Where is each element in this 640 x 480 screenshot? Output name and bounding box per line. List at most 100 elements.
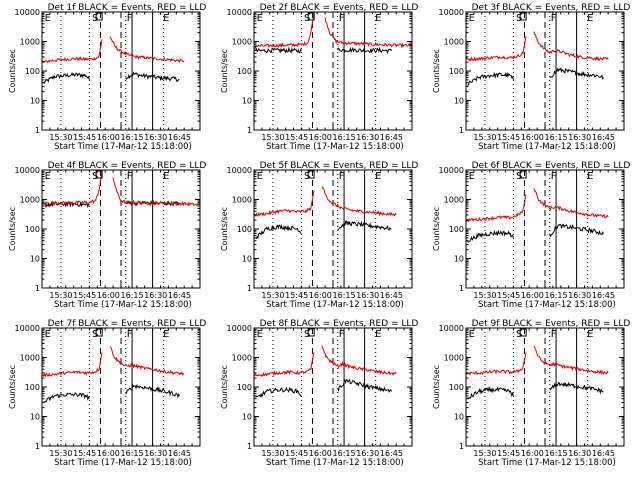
region-label-e: E [257,171,263,182]
y-tick-label: 1000 [444,354,464,363]
lld-series-line [254,12,315,49]
plot-title: Det 1f BLACK = Events, RED = LLD [48,3,207,13]
y-tick-label: 100 [237,225,252,234]
y-tick-label: 100 [449,225,464,234]
region-marker-box [95,170,103,179]
y-tick-label: 1 [459,284,464,293]
lld-series-line [109,36,185,64]
events-series-line [467,71,514,86]
region-label-f: F [551,13,557,24]
y-tick-label: 1000 [232,196,252,205]
x-tick-label: 15:30 [473,133,496,142]
events-series-line [43,392,90,403]
events-series-line [549,381,604,395]
x-tick-label: 16:00 [521,133,544,142]
y-tick-label: 1 [247,284,252,293]
lld-series-line [466,36,527,62]
y-tick-label: 1000 [444,196,464,205]
x-tick-label: 15:30 [49,449,72,458]
y-tick-label: 100 [237,67,252,76]
region-label-e: E [375,329,381,340]
lld-series-line [42,170,103,207]
region-label-f: F [127,13,133,24]
y-tick-label: 10 [30,413,40,422]
x-tick-label: 16:15 [333,133,356,142]
x-tick-label: 15:30 [261,291,284,300]
region-label-e: E [469,329,475,340]
x-tick-label: 16:30 [144,291,167,300]
y-tick-label: 100 [25,383,40,392]
x-tick-label: 15:45 [497,449,520,458]
y-tick-label: 100 [449,67,464,76]
x-tick-label: 16:45 [168,449,191,458]
lld-series-line [324,17,412,49]
x-tick-label: 15:45 [285,449,308,458]
plot-title: Det 3f BLACK = Events, RED = LLD [472,3,631,13]
x-tick-label: 16:30 [144,133,167,142]
y-tick-label: 100 [237,383,252,392]
y-tick-label: 10 [454,97,464,106]
x-tick-label: 16:00 [521,449,544,458]
region-label-e: E [257,329,263,340]
x-tick-label: 15:45 [285,291,308,300]
y-tick-label: 10 [30,255,40,264]
events-series-line [467,229,514,243]
y-tick-label: 10000 [439,166,464,175]
y-tick-label: 100 [25,67,40,76]
events-series-line [255,46,302,54]
y-tick-label: 10 [242,97,252,106]
events-series-line [337,378,392,393]
x-tick-label: 16:15 [545,291,568,300]
region-marker-box [95,328,103,337]
y-axis-label: Counts/sec [8,49,17,93]
y-tick-label: 10 [242,413,252,422]
x-axis-label: Start Time (17-Mar-12 15:18:00) [54,458,192,468]
x-axis-label: Start Time (17-Mar-12 15:18:00) [266,300,404,310]
x-axis-label: Start Time (17-Mar-12 15:18:00) [478,142,616,152]
plot-title: Det 6f BLACK = Events, RED = LLD [472,161,631,171]
y-tick-label: 10 [30,97,40,106]
x-tick-label: 16:30 [356,449,379,458]
events-series-line [125,71,180,83]
x-tick-label: 15:30 [49,133,72,142]
region-label-s: S [92,171,98,182]
events-series-line [549,67,604,80]
x-tick-label: 16:45 [380,133,403,142]
x-tick-label: 15:45 [73,133,96,142]
y-tick-label: 10000 [439,324,464,333]
region-label-e: E [587,329,593,340]
y-tick-label: 1 [247,126,252,135]
region-label-e: E [163,13,169,24]
x-tick-label: 15:45 [73,291,96,300]
plot-title: Det 2f BLACK = Events, RED = LLD [260,3,419,13]
y-tick-label: 10 [454,413,464,422]
region-marker-box [307,328,315,337]
plot-title: Det 9f BLACK = Events, RED = LLD [472,319,631,329]
x-tick-label: 16:00 [309,291,332,300]
x-tick-label: 16:30 [356,133,379,142]
x-tick-label: 15:45 [73,449,96,458]
lld-series-line [321,345,397,377]
y-tick-label: 1000 [232,38,252,47]
x-tick-label: 16:45 [380,291,403,300]
x-axis-label: Start Time (17-Mar-12 15:18:00) [478,458,616,468]
region-label-s: S [304,13,310,24]
region-label-s: S [92,329,98,340]
plot-title: Det 7f BLACK = Events, RED = LLD [48,319,207,329]
y-tick-label: 1 [35,126,40,135]
lld-series-line [254,352,315,377]
y-tick-label: 1 [35,442,40,451]
lld-series-line [42,352,103,378]
x-axis-label: Start Time (17-Mar-12 15:18:00) [266,458,404,468]
y-tick-label: 10000 [439,8,464,17]
x-axis-label: Start Time (17-Mar-12 15:18:00) [54,300,192,310]
lld-series-line [42,39,103,64]
region-marker-box [307,170,315,179]
region-marker-box [307,12,315,21]
region-label-e: E [375,13,381,24]
region-label-e: E [45,329,51,340]
